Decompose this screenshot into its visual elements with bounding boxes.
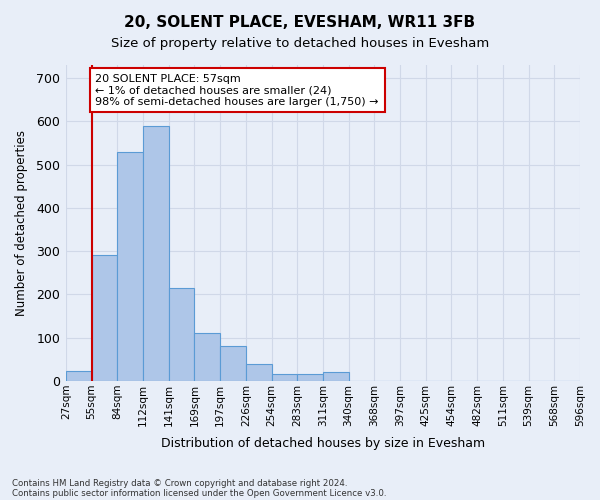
Bar [118,152,143,381]
Bar [246,364,272,381]
Bar [169,288,194,381]
Text: Size of property relative to detached houses in Evesham: Size of property relative to detached ho… [111,38,489,51]
Bar [220,346,246,381]
Bar [66,370,92,381]
Text: 20, SOLENT PLACE, EVESHAM, WR11 3FB: 20, SOLENT PLACE, EVESHAM, WR11 3FB [124,15,476,30]
Bar [297,374,323,381]
Text: Contains public sector information licensed under the Open Government Licence v3: Contains public sector information licen… [12,488,386,498]
Bar [323,372,349,381]
Y-axis label: Number of detached properties: Number of detached properties [15,130,28,316]
Bar [92,256,118,381]
Text: 20 SOLENT PLACE: 57sqm
← 1% of detached houses are smaller (24)
98% of semi-deta: 20 SOLENT PLACE: 57sqm ← 1% of detached … [95,74,379,106]
Bar [272,374,297,381]
X-axis label: Distribution of detached houses by size in Evesham: Distribution of detached houses by size … [161,437,485,450]
Text: Contains HM Land Registry data © Crown copyright and database right 2024.: Contains HM Land Registry data © Crown c… [12,478,347,488]
Bar [143,126,169,381]
Bar [194,334,220,381]
